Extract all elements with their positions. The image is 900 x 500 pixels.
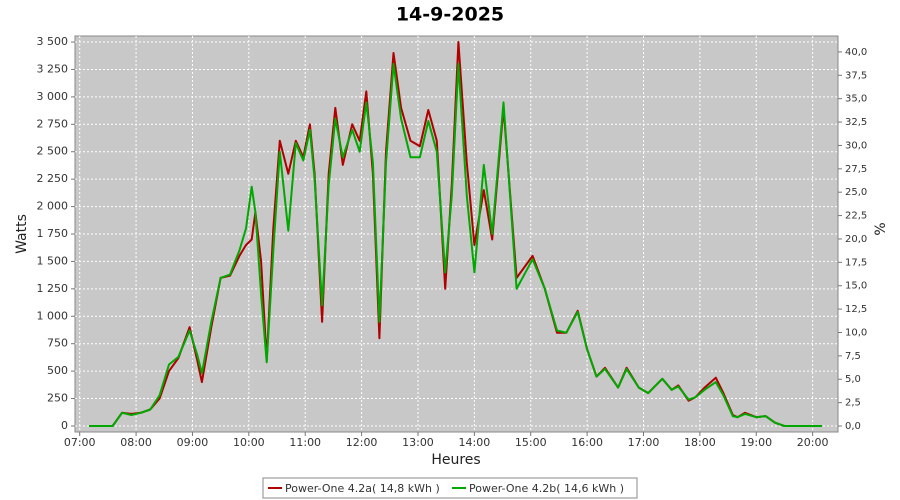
x-tick-label: 07:00	[64, 436, 96, 449]
legend-label: Power-One 4.2a( 14,8 kWh )	[285, 482, 440, 495]
y2-tick-label: 27,5	[845, 164, 867, 175]
y-tick-label: 2 000	[37, 200, 69, 213]
legend	[262, 477, 638, 499]
x-tick-label: 11:00	[289, 436, 321, 449]
y-tick-label: 1 000	[37, 309, 69, 322]
y2-tick-label: 12,5	[845, 304, 867, 315]
y2-tick-label: 25,0	[845, 187, 867, 198]
series-line	[89, 63, 822, 427]
y-tick-label: 1 250	[37, 282, 69, 295]
y2-tick-label: 2,5	[845, 398, 861, 409]
x-tick-label: 13:00	[402, 436, 434, 449]
x-tick-label: 20:00	[797, 436, 829, 449]
x-axis-label: Heures	[431, 452, 480, 468]
x-tick-label: 14:00	[459, 436, 491, 449]
x-tick-label: 12:00	[346, 436, 378, 449]
y-tick-label: 0	[61, 419, 68, 432]
y2-tick-label: 22,5	[845, 211, 867, 222]
x-tick-label: 09:00	[177, 436, 209, 449]
x-tick-label: 15:00	[515, 436, 547, 449]
y-tick-label: 2 500	[37, 145, 69, 158]
y2-tick-label: 35,0	[845, 94, 867, 105]
y-axis-label: Watts	[14, 214, 30, 254]
y-tick-label: 3 000	[37, 90, 69, 103]
y-tick-label: 2 750	[37, 117, 69, 130]
y-tick-label: 500	[47, 364, 68, 377]
y2-axis-label: %	[873, 222, 889, 235]
y2-tick-label: 7,5	[845, 351, 861, 362]
y-tick-label: 750	[47, 337, 68, 350]
x-tick-label: 10:00	[233, 436, 265, 449]
y2-tick-label: 15,0	[845, 281, 867, 292]
y2-tick-label: 30,0	[845, 140, 867, 151]
y2-tick-label: 32,5	[845, 117, 867, 128]
y-tick-label: 1 750	[37, 227, 69, 240]
y-tick-label: 1 500	[37, 254, 69, 267]
y-tick-label: 3 500	[37, 35, 69, 48]
x-tick-label: 17:00	[628, 436, 660, 449]
x-tick-label: 16:00	[571, 436, 603, 449]
y2-tick-label: 5,0	[845, 374, 861, 385]
y2-tick-label: 17,5	[845, 257, 867, 268]
x-tick-label: 08:00	[120, 436, 152, 449]
x-tick-label: 19:00	[740, 436, 772, 449]
y2-tick-label: 40,0	[845, 47, 867, 58]
y-tick-label: 3 250	[37, 62, 69, 75]
y2-tick-label: 10,0	[845, 327, 867, 338]
y-tick-label: 250	[47, 392, 68, 405]
x-tick-label: 18:00	[684, 436, 716, 449]
chart-title: 14-9-2025	[396, 4, 504, 26]
y2-tick-label: 20,0	[845, 234, 867, 245]
y-tick-label: 2 250	[37, 172, 69, 185]
legend-label: Power-One 4.2b( 14,6 kWh )	[469, 482, 624, 495]
y2-tick-label: 0,0	[845, 421, 861, 432]
y2-tick-label: 37,5	[845, 70, 867, 81]
